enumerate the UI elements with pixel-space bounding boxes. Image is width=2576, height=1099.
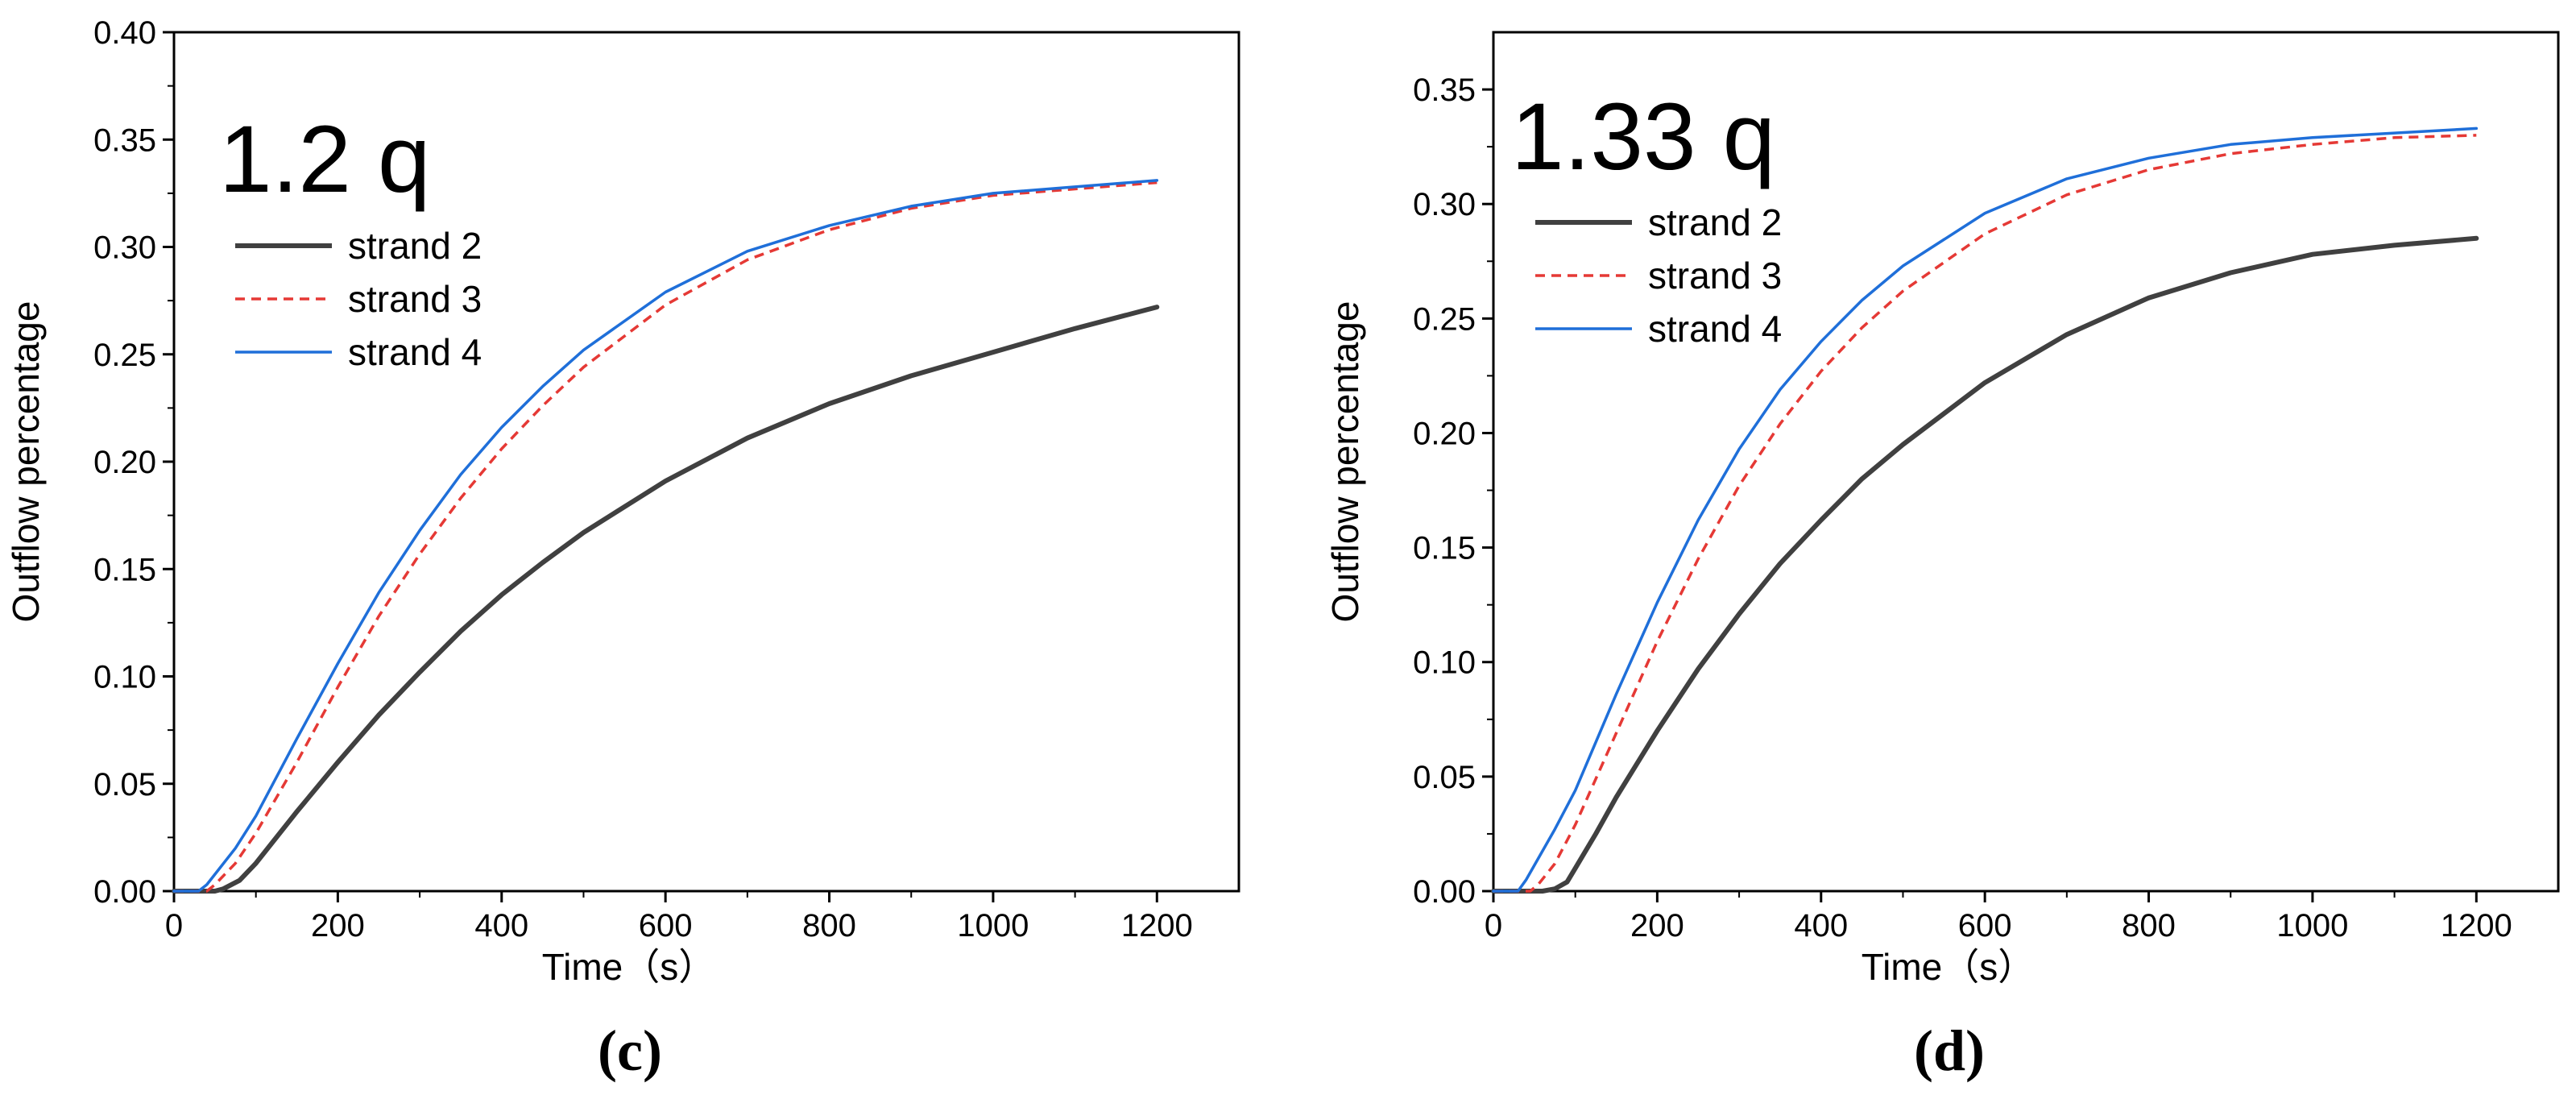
y-tick-label: 0.10 xyxy=(1413,645,1476,681)
y-tick-label: 0.15 xyxy=(93,552,156,587)
y-tick-label: 0.30 xyxy=(93,230,156,266)
x-tick-label: 200 xyxy=(311,908,365,943)
x-tick-label: 400 xyxy=(1794,908,1848,943)
y-tick-label: 0.15 xyxy=(1413,531,1476,566)
x-tick-label: 800 xyxy=(802,908,856,943)
y-tick-label: 0.10 xyxy=(93,660,156,695)
plot-frame xyxy=(1492,31,2560,893)
x-tick-label: 0 xyxy=(1485,908,1502,943)
x-tick-label: 1000 xyxy=(2276,908,2348,943)
x-tick-label: 200 xyxy=(1630,908,1684,943)
panel-caption: (d) xyxy=(1914,1018,1985,1083)
series-line-strand-3 xyxy=(174,180,1158,893)
series-line-strand-4 xyxy=(1492,126,2479,893)
legend-label: strand 3 xyxy=(1648,255,1782,297)
x-tick-label: 800 xyxy=(2122,908,2176,943)
series-line-strand-2 xyxy=(172,305,1160,894)
y-tick-label: 0.40 xyxy=(93,15,156,51)
x-tick-label: 1200 xyxy=(2441,908,2512,943)
y-tick-label: 0.25 xyxy=(93,338,156,373)
y-tick-label: 0.25 xyxy=(1413,301,1476,337)
series-line-strand-2 xyxy=(1491,235,2479,894)
y-tick-label: 0.30 xyxy=(1413,187,1476,222)
legend-label: strand 3 xyxy=(348,278,482,320)
x-tick-label: 1200 xyxy=(1121,908,1193,943)
y-tick-label: 0.20 xyxy=(1413,416,1476,451)
y-tick-label: 0.00 xyxy=(1413,874,1476,910)
y-tick-label: 0.00 xyxy=(93,874,156,910)
chart-panel-c: 0.00 0.05 0.10 0.15 0.20 0.25 0.30 0.35 0.40 0 200… xyxy=(5,15,1240,1083)
legend-label: strand 4 xyxy=(348,331,482,373)
x-tick-label: 1000 xyxy=(957,908,1029,943)
y-tick-label: 0.20 xyxy=(93,445,156,480)
x-axis-title: Time（s） xyxy=(1862,946,2036,988)
x-tick-label: 0 xyxy=(165,908,183,943)
legend-label: strand 4 xyxy=(1648,308,1782,350)
condition-label: 1.33 q xyxy=(1511,84,1775,190)
x-axis-title: Time（s） xyxy=(542,946,716,988)
series-line-strand-3 xyxy=(1493,134,2477,893)
y-tick-label: 0.05 xyxy=(1413,760,1476,795)
y-tick-label: 0.35 xyxy=(1413,73,1476,108)
series-line-strand-4 xyxy=(172,179,1159,893)
legend-label: strand 2 xyxy=(348,225,482,267)
panel-caption: (c) xyxy=(598,1018,662,1083)
x-tick-label: 600 xyxy=(639,908,693,943)
x-tick-label: 400 xyxy=(474,908,528,943)
y-axis-title: Outflow percentage xyxy=(1324,301,1366,623)
legend-label: strand 2 xyxy=(1648,201,1782,243)
y-tick-label: 0.05 xyxy=(93,767,156,802)
chart-panel-d: 0.00 0.05 0.10 0.15 0.20 0.25 0.30 0.35 0 200 400 6… xyxy=(1324,31,2560,1083)
condition-label: 1.2 q xyxy=(219,106,430,213)
y-axis-title: Outflow percentage xyxy=(5,301,47,623)
y-tick-label: 0.35 xyxy=(93,122,156,158)
x-tick-label: 600 xyxy=(1958,908,2012,943)
